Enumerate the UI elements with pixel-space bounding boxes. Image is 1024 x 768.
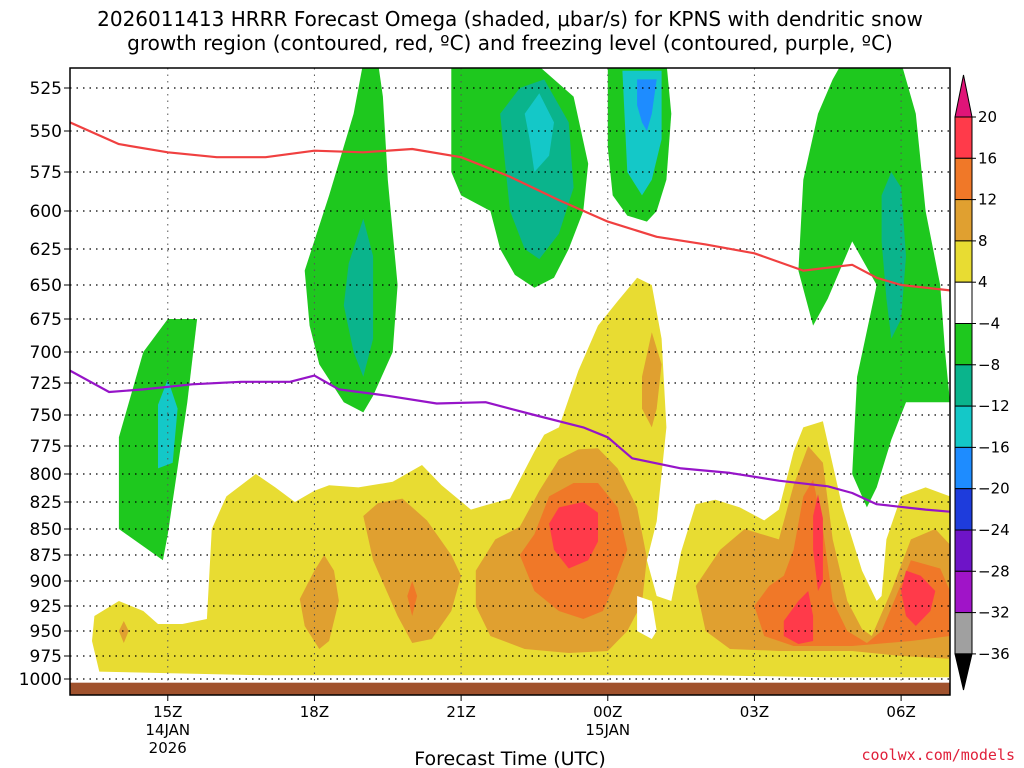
plot-frame bbox=[69, 67, 951, 696]
colorbar-label-7: −12 bbox=[978, 397, 1010, 415]
y-tick-label-850: 850 bbox=[30, 520, 62, 540]
y-tick-label-625: 625 bbox=[30, 240, 62, 260]
omega-region-5 bbox=[500, 79, 574, 260]
colorbar-label-12: −32 bbox=[978, 604, 1010, 622]
y-tick-label-975: 975 bbox=[30, 647, 62, 667]
y-tick-label-900: 900 bbox=[30, 572, 62, 592]
colorbar-bin-8 bbox=[954, 446, 973, 490]
colorbar-bin-12 bbox=[954, 612, 973, 655]
x-tick-label-00Z: 00Z bbox=[593, 703, 622, 721]
x-tick-label-21Z: 21Z bbox=[446, 703, 475, 721]
y-tick-label-600: 600 bbox=[30, 202, 62, 222]
colorbar-label-5: −4 bbox=[978, 315, 1000, 333]
omega-region-1 bbox=[158, 379, 178, 469]
colorbar-label-6: −8 bbox=[978, 356, 1000, 374]
y-tick-label-775: 775 bbox=[30, 437, 62, 457]
omega-region-6 bbox=[524, 93, 554, 172]
colorbar: 20 16 12 8 4 −4 −8 −12 −16 −20 −24 −28 −32 −36 bbox=[954, 74, 1010, 691]
omega-region-19 bbox=[549, 502, 598, 569]
colorbar-label-4: 4 bbox=[978, 273, 988, 291]
colorbar-label-10: −24 bbox=[978, 521, 1010, 539]
ground-surface bbox=[70, 682, 950, 695]
omega-region-11 bbox=[881, 172, 906, 339]
y-tick-label-750: 750 bbox=[30, 406, 62, 426]
colorbar-bottom-arrow bbox=[954, 653, 973, 691]
dendritic-growth-line bbox=[70, 121, 950, 292]
colorbar-label-1: 16 bbox=[978, 149, 997, 167]
colorbar-bin-11 bbox=[954, 570, 973, 614]
omega-region-3 bbox=[343, 218, 374, 377]
plot-area bbox=[70, 68, 950, 695]
omega-region-26 bbox=[637, 596, 657, 639]
y-tick-label-525: 525 bbox=[30, 79, 62, 99]
chart-title-line-1: 2026011413 HRRR Forecast Omega (shaded, … bbox=[97, 7, 923, 31]
x-tick-label-18Z: 18Z bbox=[300, 703, 329, 721]
colorbar-bin-3 bbox=[954, 240, 973, 283]
omega-region-13 bbox=[118, 621, 129, 643]
colorbar-label-11: −28 bbox=[978, 562, 1010, 580]
colorbar-top-arrow bbox=[954, 74, 973, 118]
colorbar-label-3: 8 bbox=[978, 232, 988, 250]
y-tick-label-650: 650 bbox=[30, 276, 62, 296]
x-tick-label-06Z: 06Z bbox=[886, 703, 915, 721]
colorbar-label-9: −20 bbox=[978, 480, 1010, 498]
colorbar-bin-0 bbox=[954, 116, 973, 159]
y-tick-label-800: 800 bbox=[30, 465, 62, 485]
y-tick-label-675: 675 bbox=[30, 310, 62, 330]
y-tick-label-550: 550 bbox=[30, 122, 62, 142]
colorbar-bin-1 bbox=[954, 157, 973, 201]
y-tick-label-700: 700 bbox=[30, 343, 62, 363]
omega-region-20 bbox=[642, 332, 662, 428]
y-tick-label-925: 925 bbox=[30, 597, 62, 617]
colorbar-bin-5 bbox=[954, 323, 973, 366]
omega-region-14 bbox=[299, 555, 339, 649]
y-tick-label-575: 575 bbox=[30, 163, 62, 183]
colorbar-bin-6 bbox=[954, 364, 973, 407]
x-tick-label-03Z: 03Z bbox=[740, 703, 769, 721]
y-tick-label-1000: 1000 bbox=[19, 670, 62, 690]
x-axis-label: Forecast Time (UTC) bbox=[414, 748, 605, 768]
omega-region-15 bbox=[363, 498, 462, 643]
omega-region-9 bbox=[637, 79, 657, 131]
omega-region-25 bbox=[901, 570, 936, 626]
x-tick-date-00Z: 15JAN bbox=[585, 721, 630, 739]
colorbar-bin-2 bbox=[954, 199, 973, 242]
colorbar-bin-4 bbox=[954, 281, 973, 325]
y-tick-label-725: 725 bbox=[30, 374, 62, 394]
omega-region-10 bbox=[798, 68, 950, 508]
colorbar-bin-9 bbox=[954, 488, 973, 531]
x-tick-label-15Z: 15Z bbox=[153, 703, 182, 721]
credit-text: coolwx.com/models bbox=[861, 746, 1015, 764]
omega-region-16 bbox=[407, 581, 418, 616]
colorbar-label-8: −16 bbox=[978, 438, 1010, 456]
colorbar-bin-10 bbox=[954, 529, 973, 572]
freezing-level-line bbox=[70, 369, 950, 513]
y-tick-label-950: 950 bbox=[30, 622, 62, 642]
omega-region-24 bbox=[813, 494, 823, 591]
x-tick-date-15Z: 14JAN bbox=[145, 721, 190, 739]
colorbar-label-0: 20 bbox=[978, 108, 997, 126]
x-tick-year-15Z: 2026 bbox=[149, 739, 187, 757]
omega-region-2 bbox=[304, 68, 398, 413]
colorbar-label-2: 12 bbox=[978, 191, 997, 209]
y-tick-label-825: 825 bbox=[30, 493, 62, 513]
colorbar-label-13: −36 bbox=[978, 645, 1010, 663]
chart-title-line-2: growth region (contoured, red, ºC) and f… bbox=[127, 31, 893, 55]
y-tick-label-875: 875 bbox=[30, 546, 62, 566]
colorbar-bin-7 bbox=[954, 405, 973, 448]
